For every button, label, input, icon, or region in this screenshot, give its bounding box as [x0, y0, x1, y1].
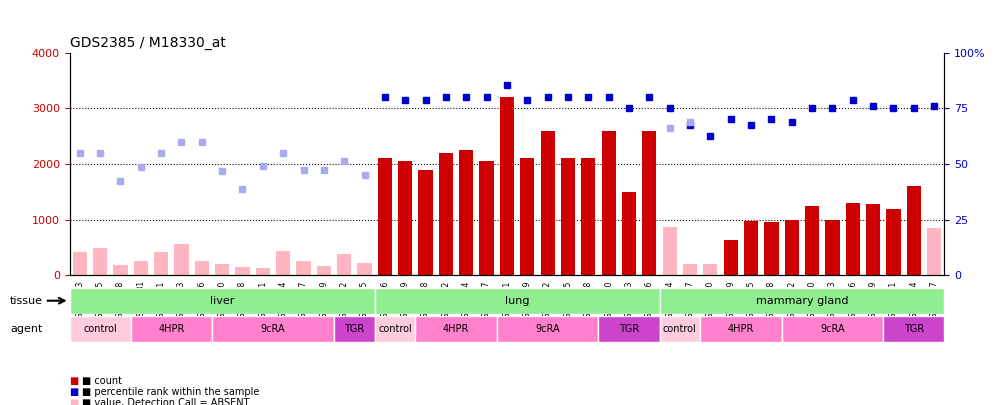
Bar	[337, 254, 351, 275]
Bar	[724, 240, 738, 275]
FancyBboxPatch shape	[375, 288, 659, 314]
Bar	[438, 153, 453, 275]
Text: ■: ■	[70, 387, 79, 397]
Bar	[296, 262, 311, 275]
Text: GDS2385 / M18330_at: GDS2385 / M18330_at	[70, 36, 226, 50]
Bar	[601, 130, 615, 275]
Bar	[541, 130, 555, 275]
Bar	[195, 261, 209, 275]
Text: control: control	[663, 324, 697, 334]
Text: control: control	[83, 324, 117, 334]
Bar	[73, 252, 86, 275]
Bar	[174, 244, 189, 275]
Bar	[887, 209, 901, 275]
Bar	[317, 266, 331, 275]
FancyBboxPatch shape	[700, 316, 781, 342]
Text: 9cRA: 9cRA	[260, 324, 285, 334]
Bar	[133, 262, 148, 275]
Bar	[764, 222, 778, 275]
Bar	[113, 265, 127, 275]
Bar	[581, 158, 595, 275]
Bar	[846, 203, 860, 275]
Bar	[642, 130, 656, 275]
Bar	[825, 220, 840, 275]
Bar	[93, 247, 107, 275]
Text: lung: lung	[505, 296, 530, 306]
Text: ■ percentile rank within the sample: ■ percentile rank within the sample	[82, 387, 258, 397]
Bar	[399, 161, 413, 275]
Text: ■: ■	[70, 399, 79, 405]
Text: ■: ■	[70, 376, 79, 386]
FancyBboxPatch shape	[375, 316, 415, 342]
Text: TGR: TGR	[619, 324, 639, 334]
Bar	[358, 262, 372, 275]
Bar	[622, 192, 636, 275]
Text: TGR: TGR	[344, 324, 365, 334]
Text: ■ count: ■ count	[82, 376, 121, 386]
Text: agent: agent	[10, 324, 43, 334]
Bar	[683, 264, 697, 275]
Bar	[907, 186, 920, 275]
Bar	[500, 97, 514, 275]
FancyBboxPatch shape	[415, 316, 497, 342]
Bar	[236, 267, 249, 275]
Text: ■ value, Detection Call = ABSENT: ■ value, Detection Call = ABSENT	[82, 399, 249, 405]
FancyBboxPatch shape	[334, 316, 375, 342]
Bar	[561, 158, 576, 275]
FancyBboxPatch shape	[781, 316, 884, 342]
FancyBboxPatch shape	[598, 316, 659, 342]
Text: mammary gland: mammary gland	[755, 296, 848, 306]
Text: 4HPR: 4HPR	[728, 324, 754, 334]
Text: tissue: tissue	[10, 296, 43, 306]
Bar	[154, 252, 168, 275]
FancyBboxPatch shape	[659, 288, 944, 314]
Text: control: control	[378, 324, 412, 334]
Text: 9cRA: 9cRA	[536, 324, 560, 334]
Text: 4HPR: 4HPR	[158, 324, 185, 334]
Bar	[215, 264, 230, 275]
Bar	[784, 220, 799, 275]
Bar	[459, 150, 473, 275]
FancyBboxPatch shape	[70, 288, 375, 314]
FancyBboxPatch shape	[659, 316, 700, 342]
Bar	[255, 268, 270, 275]
Bar	[866, 204, 881, 275]
FancyBboxPatch shape	[130, 316, 212, 342]
FancyBboxPatch shape	[884, 316, 944, 342]
FancyBboxPatch shape	[497, 316, 598, 342]
Bar	[418, 170, 432, 275]
Text: 9cRA: 9cRA	[820, 324, 845, 334]
Bar	[378, 158, 392, 275]
FancyBboxPatch shape	[70, 316, 130, 342]
Bar	[276, 252, 290, 275]
Bar	[520, 158, 535, 275]
Bar	[744, 222, 758, 275]
Bar	[927, 228, 941, 275]
Bar	[663, 227, 677, 275]
Text: TGR: TGR	[904, 324, 923, 334]
FancyBboxPatch shape	[212, 316, 334, 342]
Bar	[703, 264, 718, 275]
Text: liver: liver	[210, 296, 235, 306]
Bar	[805, 206, 819, 275]
Bar	[479, 161, 494, 275]
Text: 4HPR: 4HPR	[443, 324, 469, 334]
